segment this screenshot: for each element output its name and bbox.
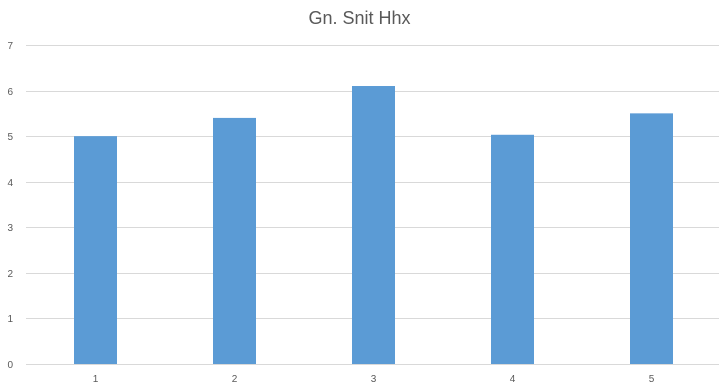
y-tick-label: 4 <box>7 178 13 189</box>
x-tick-label: 5 <box>649 374 655 385</box>
x-tick-label: 4 <box>510 374 516 385</box>
bar-5 <box>630 113 673 364</box>
x-axis-tick-labels: 1 2 3 4 5 <box>93 374 655 385</box>
x-tick-label: 1 <box>93 374 99 385</box>
y-tick-label: 2 <box>7 269 13 280</box>
y-tick-label: 1 <box>7 314 13 325</box>
y-tick-label: 7 <box>7 41 13 52</box>
chart-title: Gn. Snit Hhx <box>308 8 411 28</box>
x-tick-label: 2 <box>232 374 238 385</box>
bar-4 <box>491 134 534 364</box>
y-tick-label: 3 <box>7 223 13 234</box>
y-axis-tick-labels: 0 1 2 3 4 5 6 7 <box>7 41 13 371</box>
y-tick-label: 5 <box>7 132 13 143</box>
bar-2 <box>213 117 256 365</box>
bar-1 <box>74 136 117 364</box>
y-tick-label: 6 <box>7 87 13 98</box>
x-tick-label: 3 <box>371 374 377 385</box>
bars <box>74 86 673 365</box>
bar-3 <box>352 86 395 364</box>
y-tick-label: 0 <box>7 360 13 371</box>
